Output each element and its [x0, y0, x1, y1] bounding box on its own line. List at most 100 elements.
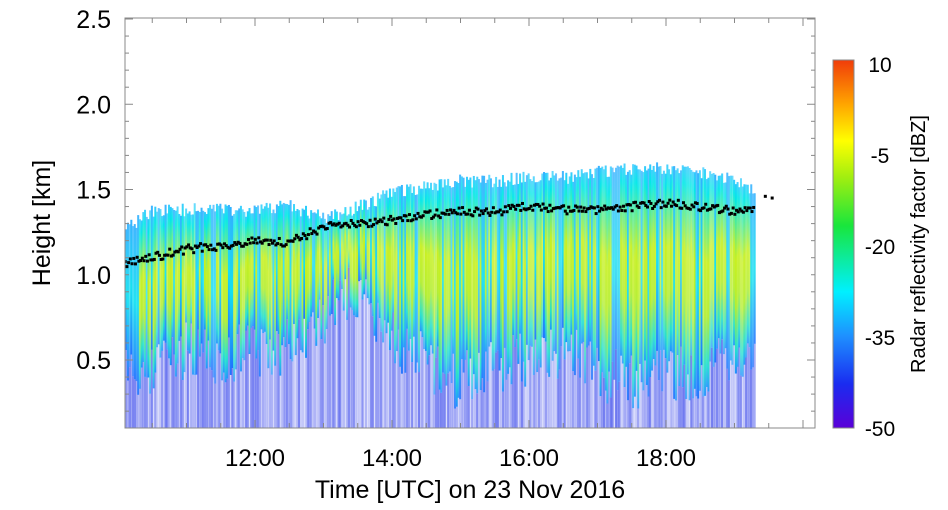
weak-echo-column [726, 368, 729, 428]
echo-column [370, 197, 373, 304]
echo-column [625, 174, 628, 367]
echo-column [250, 213, 253, 328]
echo-column [330, 211, 333, 315]
marker-point [281, 244, 285, 248]
echo-column [606, 176, 609, 404]
echo-column [380, 194, 383, 332]
echo-column [245, 216, 248, 331]
echo-column [197, 210, 200, 330]
marker-point [180, 245, 184, 249]
weak-echo-column [647, 396, 650, 428]
marker-point [560, 204, 564, 208]
echo-column [741, 186, 744, 377]
echo-column [356, 211, 359, 318]
weak-echo-column [597, 361, 600, 428]
marker-point [142, 259, 146, 263]
weak-echo-column [517, 363, 520, 428]
marker-point [606, 206, 610, 210]
marker-point [212, 247, 216, 251]
weak-echo-column [522, 361, 525, 428]
echo-column [681, 165, 684, 388]
marker-point [332, 222, 336, 226]
echo-column [443, 179, 446, 374]
marker-point [277, 236, 281, 240]
marker-point [669, 204, 673, 208]
marker-point [404, 214, 408, 218]
marker-point [419, 215, 423, 219]
echo-column [219, 203, 222, 354]
echo-column [282, 202, 285, 338]
weak-echo-column [582, 341, 585, 428]
marker-point [157, 253, 161, 257]
marker-point [327, 221, 331, 225]
weak-echo-column [270, 374, 273, 428]
echo-column [734, 184, 737, 374]
weak-echo-column [186, 350, 189, 428]
weak-echo-column [253, 329, 256, 428]
marker-point [135, 255, 139, 259]
marker-point [541, 202, 545, 206]
echo-column [222, 213, 225, 373]
black-markers [125, 194, 774, 269]
weak-echo-column [455, 406, 458, 428]
weak-echo-column [736, 366, 739, 428]
weak-echo-column [289, 359, 292, 428]
marker-point [169, 254, 173, 258]
echo-column [212, 204, 215, 378]
marker-point [613, 205, 617, 209]
marker-point [430, 216, 434, 220]
echo-column [337, 219, 340, 301]
marker-point [586, 207, 590, 211]
echo-column [226, 205, 229, 379]
echo-column [279, 200, 282, 376]
weak-echo-column [626, 400, 629, 428]
echo-column [529, 179, 532, 346]
marker-point [695, 201, 699, 205]
weak-echo-column [267, 368, 270, 428]
echo-column [301, 208, 304, 353]
weak-echo-column [621, 363, 624, 428]
weak-echo-column [445, 385, 448, 428]
marker-point [700, 206, 704, 210]
marker-point [568, 209, 572, 213]
marker-point [337, 221, 341, 225]
echo-column [693, 172, 696, 389]
echo-column [674, 170, 677, 401]
echo-column [433, 182, 436, 395]
echo-column [318, 216, 321, 300]
weak-echo-column [246, 325, 249, 428]
weak-echo-column [198, 356, 201, 428]
marker-point [635, 204, 639, 208]
echo-column [270, 213, 273, 375]
weak-echo-column [257, 350, 260, 428]
marker-point [464, 212, 468, 216]
marker-point [293, 237, 297, 241]
marker-point [265, 238, 269, 242]
weak-echo-column [181, 379, 184, 428]
weak-echo-column [537, 359, 540, 428]
marker-point [395, 216, 399, 220]
x-tick-label: 16:00 [499, 445, 559, 472]
marker-point [536, 203, 540, 207]
weak-echo-column [489, 342, 492, 428]
weak-echo-column [722, 354, 725, 428]
echo-column [315, 213, 318, 346]
weak-echo-column [671, 352, 674, 428]
echo-column [359, 199, 362, 281]
marker-point [632, 201, 636, 205]
weak-echo-column [709, 361, 712, 428]
weak-echo-column [695, 396, 698, 428]
y-tick-label: 0.5 [76, 347, 111, 375]
weak-echo-column [226, 378, 229, 428]
weak-echo-column [397, 329, 400, 428]
weak-echo-column [191, 374, 194, 428]
echo-column [402, 196, 405, 348]
echo-column [293, 204, 296, 325]
echo-column [150, 205, 153, 350]
echo-column [161, 216, 164, 351]
echo-column [714, 174, 717, 363]
marker-point [211, 248, 215, 252]
marker-point [322, 225, 326, 229]
echo-column [483, 175, 486, 393]
marker-point [704, 202, 708, 206]
